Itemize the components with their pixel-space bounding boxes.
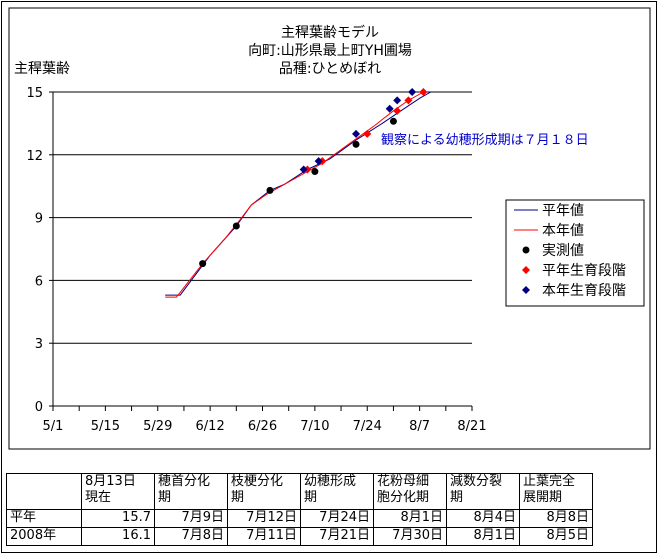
- table-header-row: 8月13日 現在 穂首分化期枝梗分化期幼穂形成期花粉母細 胞分化期 減数分裂期止葉完全展…: [6, 473, 593, 510]
- x-tick-label: 8/21: [457, 419, 486, 434]
- table-cell: 7月12日: [227, 509, 301, 528]
- chart-area-border: [8, 7, 651, 450]
- y-tick-label: 12: [26, 149, 43, 164]
- data-point-平年生育段階: [404, 96, 413, 105]
- data-point-本年生育段階: [393, 96, 402, 105]
- table-cell: 7月11日: [227, 527, 301, 546]
- data-point-本年生育段階: [352, 129, 361, 138]
- annotation-text: 観察による幼穂形成期は７月１８日: [381, 133, 589, 148]
- chart-title-line-2: 向町:山形県最上町YH圃場: [248, 43, 412, 59]
- x-tick-label: 7/10: [300, 419, 329, 434]
- y-tick-label: 3: [35, 337, 43, 352]
- x-tick-label: 7/24: [353, 419, 382, 434]
- data-point-本年生育段階: [299, 165, 308, 174]
- legend-label: 実測値: [542, 243, 584, 259]
- table-cell: 8月1日: [446, 527, 520, 546]
- data-point-本年生育段階: [314, 157, 323, 166]
- legend-label: 平年値: [542, 203, 584, 219]
- data-point-平年生育段階: [363, 129, 372, 138]
- legend-swatch: [522, 246, 530, 254]
- y-tick-label: 0: [35, 400, 43, 415]
- x-tick-label: 8/7: [409, 419, 430, 434]
- data-point-平年生育段階: [419, 88, 428, 96]
- table-cell: 7月8日: [154, 527, 228, 546]
- legend-swatch: [522, 286, 530, 294]
- x-tick-label: 6/26: [248, 419, 277, 434]
- table-cell: 7月9日: [154, 509, 228, 528]
- table-cell: 8月1日: [373, 509, 447, 528]
- data-point-本年生育段階: [385, 104, 394, 113]
- y-tick-label: 15: [26, 86, 43, 101]
- series-line-本年値: [165, 91, 424, 298]
- series-layer: [165, 88, 432, 298]
- data-point-実測値: [232, 222, 240, 230]
- table-header-cell: 止葉完全 展開期: [519, 473, 593, 510]
- table-header-cell: 8月13日 現在: [81, 473, 155, 510]
- table-header-cell: 花粉母細 胞分化期: [373, 473, 447, 510]
- legend-label: 平年生育段階: [542, 263, 626, 279]
- table-cell: 8月4日: [446, 509, 520, 528]
- table-header-cell: 減数分裂期: [446, 473, 520, 510]
- legend-label: 本年値: [542, 223, 584, 239]
- data-point-実測値: [389, 117, 397, 125]
- table-row: 2008年 16.1 7月8日 7月11日 7月21日 7月30日 8月1日 8月5日: [6, 527, 593, 546]
- legend-box: [505, 199, 645, 307]
- table-cell: 2008年: [6, 527, 82, 546]
- x-tick-label: 5/15: [91, 419, 120, 434]
- table-cell: 15.7: [81, 509, 155, 528]
- chart: 主稈葉齢モデル 向町:山形県最上町YH圃場 品種:ひとめぼれ 主稈葉齢 0 3 6 9…: [8, 7, 651, 450]
- y-tick-label: 9: [35, 212, 43, 227]
- chart-title-line-1: 主稈葉齢モデル: [281, 24, 379, 41]
- legend-swatch: [522, 266, 530, 274]
- table-header-cell: 幼穂形成期: [300, 473, 374, 510]
- table-cell: 平年: [6, 509, 82, 528]
- x-tick-label: 5/29: [143, 419, 172, 434]
- growth-stage-table: 8月13日 現在 穂首分化期枝梗分化期幼穂形成期花粉母細 胞分化期 減数分裂期止葉完全展…: [6, 473, 593, 546]
- table-cell: 16.1: [81, 527, 155, 546]
- y-axis-label: 主稈葉齢: [14, 61, 70, 77]
- data-point-実測値: [311, 168, 319, 176]
- data-point-平年生育段階: [393, 106, 402, 115]
- table-header-cell: 枝梗分化期: [227, 473, 301, 510]
- x-tick-label: 6/12: [196, 419, 225, 434]
- data-point-実測値: [199, 260, 207, 268]
- table-cell: 8月5日: [519, 527, 593, 546]
- table-header-cell: [6, 473, 82, 510]
- table-header-cell: 穂首分化期: [154, 473, 228, 510]
- table-body: 8月13日 現在 穂首分化期枝梗分化期幼穂形成期花粉母細 胞分化期 減数分裂期止葉完全展…: [6, 473, 593, 546]
- axes: 0 3 6 9 12 15 5/1 5/15 5/29 6/12 6/26 7/10 7/24 8/7 8/…: [26, 86, 486, 434]
- table-row: 平年 15.7 7月9日 7月12日 7月24日 8月1日 8月4日 8月8日: [6, 509, 593, 528]
- y-tick-label: 6: [35, 274, 43, 289]
- data-point-本年生育段階: [408, 88, 417, 96]
- legend-label: 本年生育段階: [542, 283, 626, 299]
- table-cell: 8月8日: [519, 509, 593, 528]
- chart-title-line-3: 品種:ひとめぼれ: [279, 61, 381, 77]
- table-cell: 7月21日: [300, 527, 374, 546]
- data-point-実測値: [352, 140, 360, 148]
- data-point-実測値: [266, 186, 274, 194]
- x-tick-label: 5/1: [43, 419, 64, 434]
- table-cell: 7月24日: [300, 509, 374, 528]
- table-cell: 7月30日: [373, 527, 447, 546]
